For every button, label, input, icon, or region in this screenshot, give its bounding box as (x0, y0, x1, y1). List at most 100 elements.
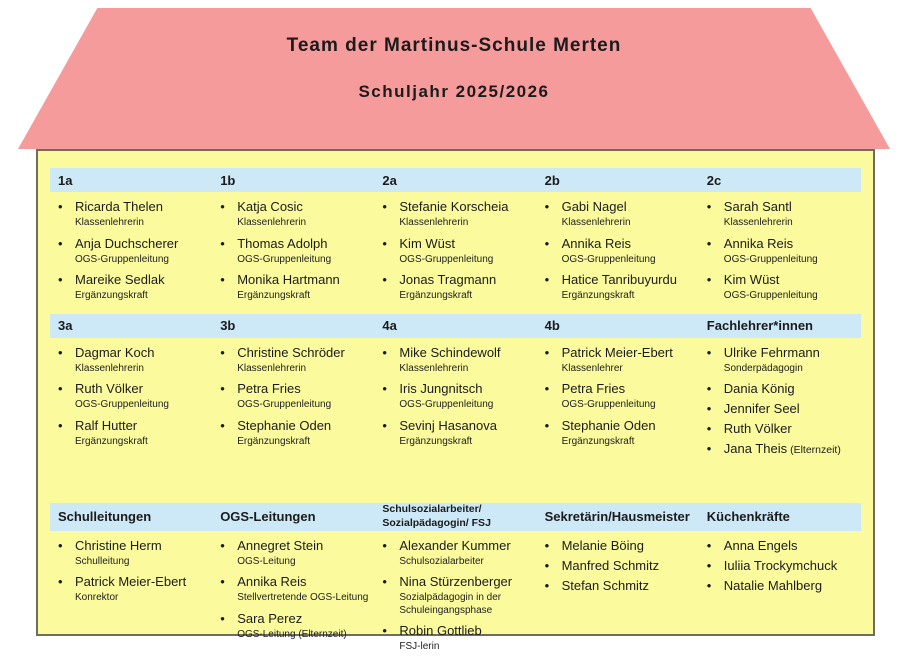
row-body: • Ricarda Thelen Klassenlehrerin • Anja Duch… (50, 192, 861, 309)
list-item: • Thomas Adolph OGS-Gruppenleitung (220, 236, 371, 269)
list-item: • Annika Reis OGS-Gruppenleitung (545, 236, 696, 269)
member-role: OGS-Gruppenleitung (237, 399, 332, 410)
bullet-icon: • (220, 344, 225, 360)
list-item: • Ruth Völker (707, 421, 858, 437)
member-role: Klassenlehrerin (399, 362, 469, 374)
column-header: Schulleitungen (50, 509, 212, 524)
bullet-icon: • (382, 344, 387, 360)
column-header-line: 1b (220, 172, 236, 188)
member-role: OGS-Gruppenleitung (399, 399, 494, 410)
bullet-icon: • (544, 381, 550, 396)
list-item: • Stefan Schmitz (545, 578, 696, 594)
bullet-icon: • (220, 235, 225, 251)
list-item: • Annika Reis OGS-Gruppenleitung (707, 236, 858, 269)
member-name: Patrick Meier-Ebert (561, 344, 673, 360)
list-item: • Sevinj Hasanova Ergänzungskraft (382, 418, 533, 451)
bullet-icon: • (382, 381, 387, 396)
member-name: Robin Gottlieb (399, 623, 482, 638)
list-item: • Ricarda Thelen Klassenlehrerin (58, 199, 209, 232)
list-item: • Sarah Santl Klassenlehrerin (707, 199, 858, 232)
bullet-icon: • (382, 199, 387, 214)
column: • Katja Cosic Klassenlehrerin • Thomas Adolp… (212, 199, 374, 309)
member-role: Ergänzungskraft (561, 290, 635, 301)
list-item: • Annika Reis Stellvertretende OGS-Leitung (220, 574, 371, 607)
bullet-icon: • (382, 537, 387, 553)
column: • Christine Schröder Klassenlehrerin • Petra… (212, 345, 374, 493)
row-body: • Christine Herm Schulleitung • Patrick Meie… (50, 531, 861, 660)
member-role: Klassenlehrerin (561, 217, 631, 228)
list-item: • Natalie Mahlberg (707, 578, 858, 594)
member-text: Robin Gottlieb FSJ-lerin (399, 623, 533, 656)
member-role: Ergänzungskraft (399, 435, 473, 447)
column: • Anna Engels • Iuliia Trockymchuck • Natalie… (699, 538, 861, 660)
header-band: Schulleitungen OGS-Leitungen Schulsozialar… (50, 502, 861, 531)
list-item: • Petra Fries OGS-Gruppenleitung (220, 381, 371, 414)
member-name: Sevinj Hasanova (399, 417, 497, 433)
member-text: Patrick Meier-Ebert Klassenlehrer (562, 345, 696, 378)
bullet-icon: • (706, 537, 712, 553)
column-header-line: 4a (382, 318, 397, 333)
member-text: Jennifer Seel (724, 401, 858, 417)
bullet-icon: • (58, 574, 63, 589)
list-item: • Nina Stürzenberger Sozialpädagogin in de… (382, 574, 533, 619)
column: • Ricarda Thelen Klassenlehrerin • Anja Duch… (50, 199, 212, 309)
column-header: Sekretärin/Hausmeister (537, 509, 699, 524)
member-name: Petra Fries (561, 381, 626, 396)
bullet-icon: • (544, 235, 550, 251)
member-name: Annegret Stein (237, 537, 324, 553)
bullet-icon: • (706, 199, 712, 214)
member-role: Ergänzungskraft (75, 290, 148, 301)
list-item: • Alexander Kummer Schulsozialarbeiter (382, 538, 533, 571)
member-name: Annika Reis (237, 574, 307, 589)
member-name: Nina Stürzenberger (399, 574, 513, 589)
member-text: Ulrike Fehrmann Sonderpädagogin (724, 345, 858, 378)
bullet-icon: • (220, 610, 225, 626)
member-name: Sarah Santl (723, 199, 792, 214)
column-header-line: 3a (58, 318, 73, 333)
member-text: Anna Engels (724, 538, 858, 554)
member-name: Stefan Schmitz (561, 577, 650, 593)
member-role: OGS-Gruppenleitung (723, 253, 818, 265)
member-role: Klassenlehrerin (75, 217, 144, 228)
column-header: 4a (374, 318, 536, 333)
list-item: • Jana Theis (Elternzeit) (707, 441, 858, 458)
bullet-icon: • (58, 199, 63, 214)
member-name: Sara Perez (237, 610, 303, 626)
column: • Gabi Nagel Klassenlehrerin • Annika Reis OG… (537, 199, 699, 309)
member-suffix: (Elternzeit) (787, 444, 841, 456)
member-role: OGS-Gruppenleitung (75, 253, 169, 265)
member-role: OGS-Gruppenleitung (723, 290, 818, 301)
member-text: Mike Schindewolf Klassenlehrerin (399, 345, 533, 378)
list-item: • Patrick Meier-Ebert Klassenlehrer (545, 345, 696, 378)
list-item: • Anna Engels (707, 538, 858, 554)
column-header-line: 1a (58, 172, 73, 188)
rows-container: 1a 1b 2a 2b 2c • Ricarda Thelen Klassenlehrerin… (50, 168, 861, 660)
member-name: Petra Fries (237, 381, 301, 396)
member-text: Melanie Böing (562, 538, 696, 554)
member-name: Ruth Völker (75, 381, 143, 396)
member-name: Hatice Tanribuyurdu (561, 272, 677, 287)
list-item: • Melanie Böing (545, 538, 696, 554)
list-item: • Petra Fries OGS-Gruppenleitung (545, 381, 696, 414)
bullet-icon: • (220, 381, 225, 396)
member-name: Mike Schindewolf (399, 344, 501, 360)
list-item: • Jonas Tragmann Ergänzungskraft (382, 272, 533, 305)
member-text: Ralf Hutter Ergänzungskraft (75, 418, 209, 451)
list-item: • Ralf Hutter Ergänzungskraft (58, 418, 209, 451)
list-item: • Christine Herm Schulleitung (58, 538, 209, 571)
bullet-icon: • (58, 272, 63, 287)
member-role: FSJ-lerin (399, 641, 440, 652)
member-text: Kim Wüst OGS-Gruppenleitung (399, 236, 533, 269)
member-text: Sara Perez OGS-Leitung (Elternzeit) (237, 611, 371, 644)
column-header: 1b (212, 173, 374, 188)
member-text: Stefan Schmitz (562, 578, 696, 594)
member-text: Annegret Stein OGS-Leitung (237, 538, 371, 571)
column-header: Küchenkräfte (699, 509, 861, 524)
list-item: • Sara Perez OGS-Leitung (Elternzeit) (220, 611, 371, 644)
member-role: Ergänzungskraft (237, 435, 311, 447)
column-header-line: 3b (220, 318, 236, 333)
member-name: Jana Theis (Elternzeit) (723, 441, 841, 456)
row-section: 1a 1b 2a 2b 2c • Ricarda Thelen Klassenlehrerin… (50, 168, 861, 309)
column-header: 2a (374, 173, 536, 188)
member-role: OGS-Gruppenleitung (561, 253, 656, 265)
